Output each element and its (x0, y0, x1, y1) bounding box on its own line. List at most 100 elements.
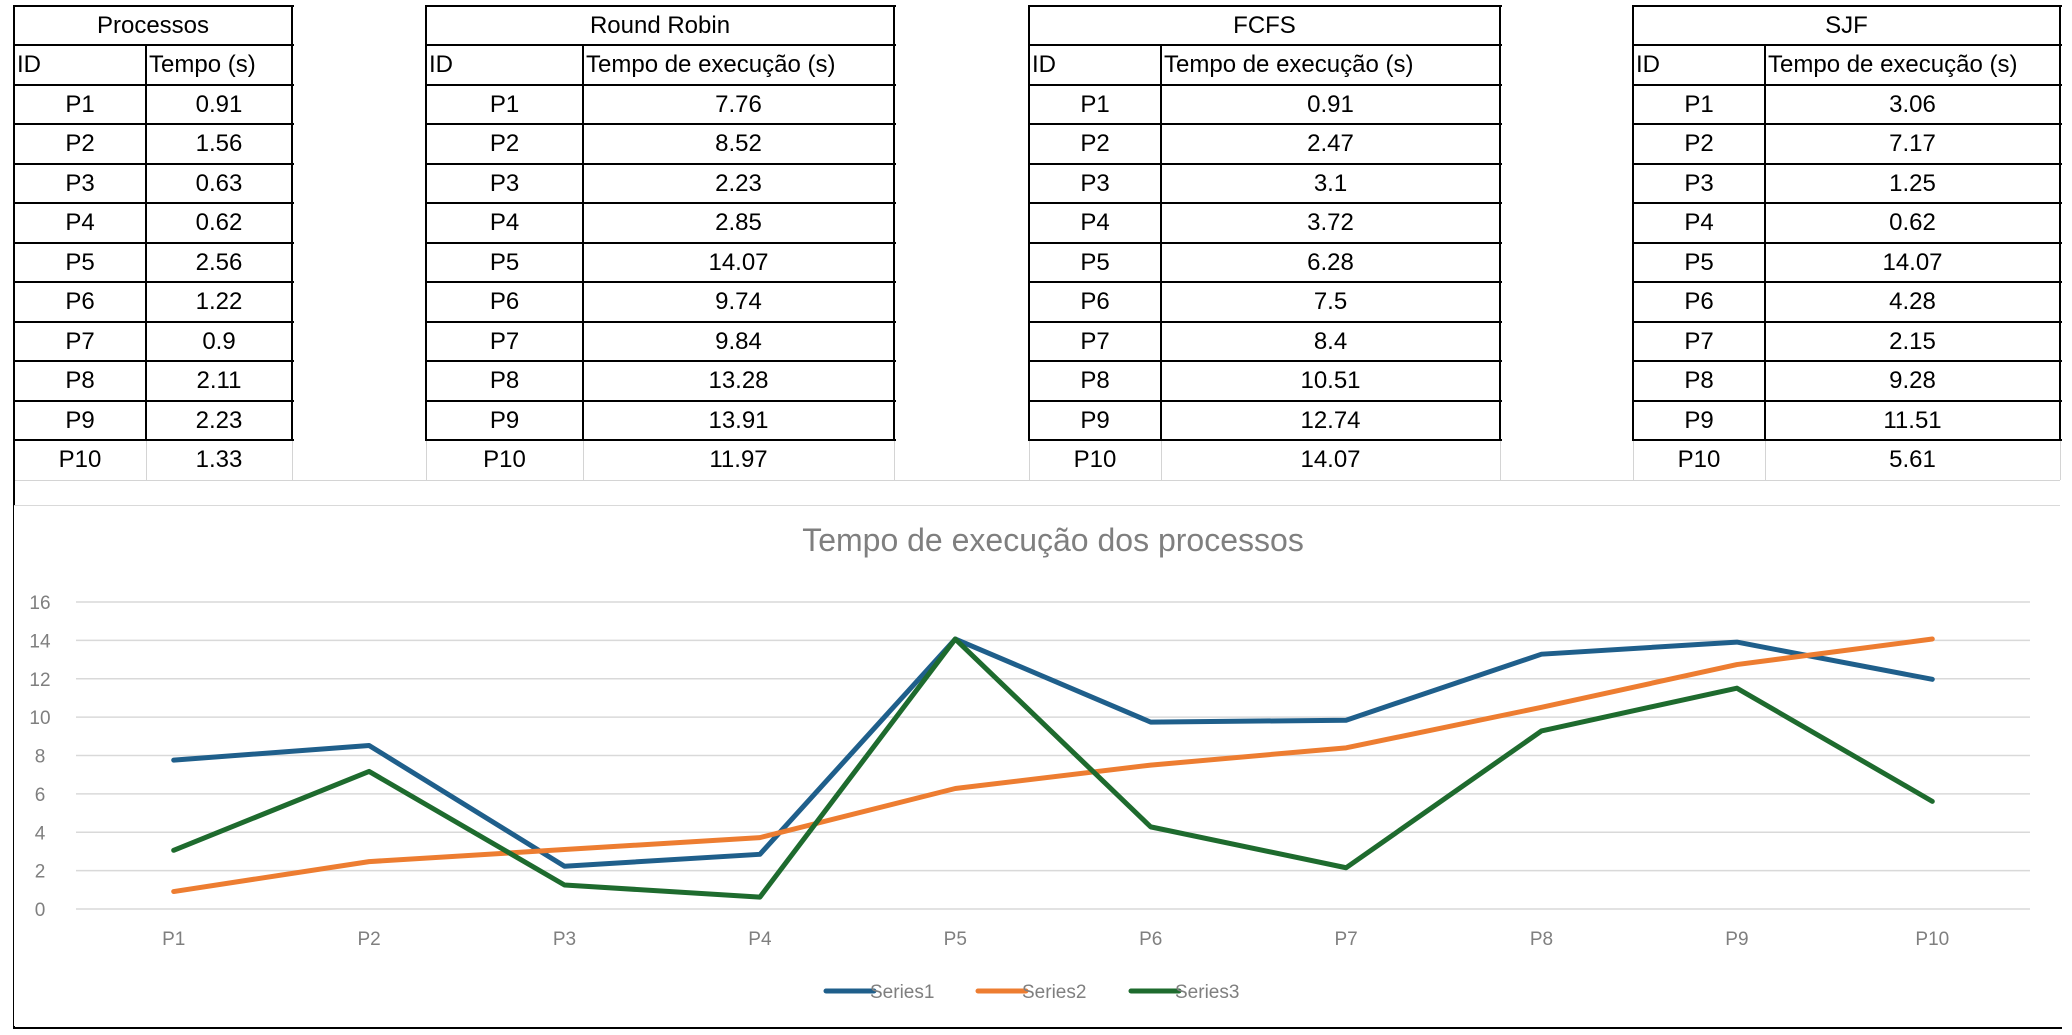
value-cell[interactable]: 2.23 (715, 170, 762, 197)
id-cell[interactable]: P10 (483, 446, 526, 473)
id-cell[interactable]: P8 (489, 367, 520, 394)
id-cell[interactable]: P9 (1080, 407, 1110, 434)
value-cell[interactable]: 13.28 (708, 367, 769, 394)
header-value-cell[interactable]: Tempo (s) (149, 51, 256, 78)
value-cell[interactable]: 2.15 (1889, 328, 1936, 355)
series-line-series2[interactable] (171, 636, 1935, 895)
value-cell[interactable]: 3.06 (1889, 91, 1936, 118)
id-cell[interactable]: P10 (58, 446, 102, 473)
value-cell[interactable]: 1.25 (1889, 170, 1936, 197)
id-cell[interactable]: P6 (65, 288, 95, 315)
value-cell[interactable]: 13.91 (708, 407, 769, 434)
header-id-cell[interactable]: ID (17, 51, 41, 78)
value-cell[interactable]: 11.97 (709, 446, 768, 473)
id-cell[interactable]: P10 (1073, 446, 1117, 473)
id-cell[interactable]: P5 (65, 249, 95, 276)
id-cell[interactable]: P6 (489, 288, 520, 315)
series-line-series1[interactable] (171, 636, 1935, 869)
id-cell[interactable]: P1 (1684, 91, 1714, 118)
value-cell[interactable]: 2.47 (1307, 130, 1354, 157)
value-cell[interactable]: 8.52 (715, 130, 762, 157)
id-cell[interactable]: P4 (489, 209, 520, 236)
id-cell[interactable]: P10 (1677, 446, 1721, 473)
id-cell[interactable]: P6 (1684, 288, 1714, 315)
value-cell[interactable]: 2.85 (715, 209, 762, 236)
id-cell[interactable]: P1 (489, 91, 520, 118)
id-cell[interactable]: P4 (1080, 209, 1110, 236)
value-cell[interactable]: 11.51 (1883, 407, 1942, 434)
id-cell[interactable]: P4 (1684, 209, 1714, 236)
value-cell[interactable]: 14.07 (708, 249, 769, 276)
series-line-series3[interactable] (171, 636, 1935, 900)
value-cell[interactable]: 0.62 (195, 209, 243, 236)
header-value-cell[interactable]: Tempo de execução (s) (1164, 51, 1414, 78)
value-cell[interactable]: 0.91 (195, 91, 243, 118)
line-chart[interactable]: Tempo de execução dos processos 0 2 4 6 8 10 12… (14, 505, 2060, 1026)
value-cell[interactable]: 6.28 (1307, 249, 1354, 276)
value-cell[interactable]: 10.51 (1300, 367, 1361, 394)
value-cell[interactable]: 3.1 (1313, 170, 1348, 197)
id-cell[interactable]: P3 (1684, 170, 1714, 197)
id-cell[interactable]: P2 (1684, 130, 1714, 157)
legend-label[interactable]: Series2 (1022, 982, 1086, 1003)
value-cell[interactable]: 4.28 (1889, 288, 1936, 315)
id-cell[interactable]: P3 (1080, 170, 1110, 197)
id-cell[interactable]: P9 (65, 407, 95, 434)
value-cell[interactable]: 3.72 (1307, 209, 1354, 236)
id-cell[interactable]: P7 (1684, 328, 1714, 355)
value-cell[interactable]: 0.91 (1307, 91, 1354, 118)
id-cell[interactable]: P5 (1684, 249, 1714, 276)
table-title-cell[interactable]: Round Robin (589, 12, 731, 39)
value-cell[interactable]: 0.9 (202, 328, 236, 355)
id-cell[interactable]: P5 (489, 249, 520, 276)
header-value-cell[interactable]: Tempo de execução (s) (586, 51, 836, 78)
value-cell[interactable]: 0.62 (1889, 209, 1936, 236)
header-value-cell[interactable]: Tempo de execução (s) (1768, 51, 2018, 78)
id-cell[interactable]: P1 (1080, 91, 1110, 118)
value-cell[interactable]: 1.56 (195, 130, 243, 157)
legend-label[interactable]: Series1 (870, 982, 934, 1003)
value-cell[interactable]: 12.74 (1300, 407, 1361, 434)
id-cell[interactable]: P9 (489, 407, 520, 434)
table-title-cell[interactable]: SJF (1825, 12, 1868, 39)
id-cell[interactable]: P3 (489, 170, 520, 197)
value-cell[interactable]: 9.28 (1889, 367, 1936, 394)
id-cell[interactable]: P6 (1080, 288, 1110, 315)
value-cell[interactable]: 2.11 (196, 367, 242, 394)
id-cell[interactable]: P5 (1080, 249, 1110, 276)
table-title-cell[interactable]: Processos (96, 12, 210, 39)
table-title-cell[interactable]: FCFS (1233, 12, 1296, 39)
id-cell[interactable]: P8 (1684, 367, 1714, 394)
value-cell[interactable]: 7.5 (1313, 288, 1348, 315)
value-cell[interactable]: 7.76 (715, 91, 762, 118)
header-id-cell[interactable]: ID (1636, 51, 1660, 78)
id-cell[interactable]: P7 (1080, 328, 1110, 355)
id-cell[interactable]: P3 (65, 170, 95, 197)
id-cell[interactable]: P2 (65, 130, 95, 157)
id-cell[interactable]: P2 (489, 130, 520, 157)
value-cell[interactable]: 2.56 (195, 249, 243, 276)
value-cell[interactable]: 14.07 (1300, 446, 1361, 473)
id-cell[interactable]: P1 (65, 91, 95, 118)
id-cell[interactable]: P7 (489, 328, 520, 355)
value-cell[interactable]: 9.74 (715, 288, 762, 315)
id-cell[interactable]: P9 (1684, 407, 1714, 434)
header-id-cell[interactable]: ID (429, 51, 453, 78)
value-cell[interactable]: 2.23 (195, 407, 243, 434)
id-cell[interactable]: P8 (1080, 367, 1110, 394)
value-cell[interactable]: 0.63 (195, 170, 243, 197)
legend-label[interactable]: Series3 (1175, 982, 1239, 1003)
value-cell[interactable]: 8.4 (1313, 328, 1348, 355)
value-cell[interactable]: 1.33 (195, 446, 243, 473)
value-cell[interactable]: 1.22 (195, 288, 243, 315)
id-cell[interactable]: P4 (65, 209, 95, 236)
id-cell[interactable]: P2 (1080, 130, 1110, 157)
value-cell[interactable]: 5.61 (1889, 446, 1936, 473)
value-cell[interactable]: 14.07 (1882, 249, 1943, 276)
table-border (1029, 44, 1502, 46)
id-cell[interactable]: P8 (65, 367, 95, 394)
value-cell[interactable]: 7.17 (1889, 130, 1936, 157)
header-id-cell[interactable]: ID (1032, 51, 1056, 78)
id-cell[interactable]: P7 (65, 328, 95, 355)
value-cell[interactable]: 9.84 (715, 328, 762, 355)
